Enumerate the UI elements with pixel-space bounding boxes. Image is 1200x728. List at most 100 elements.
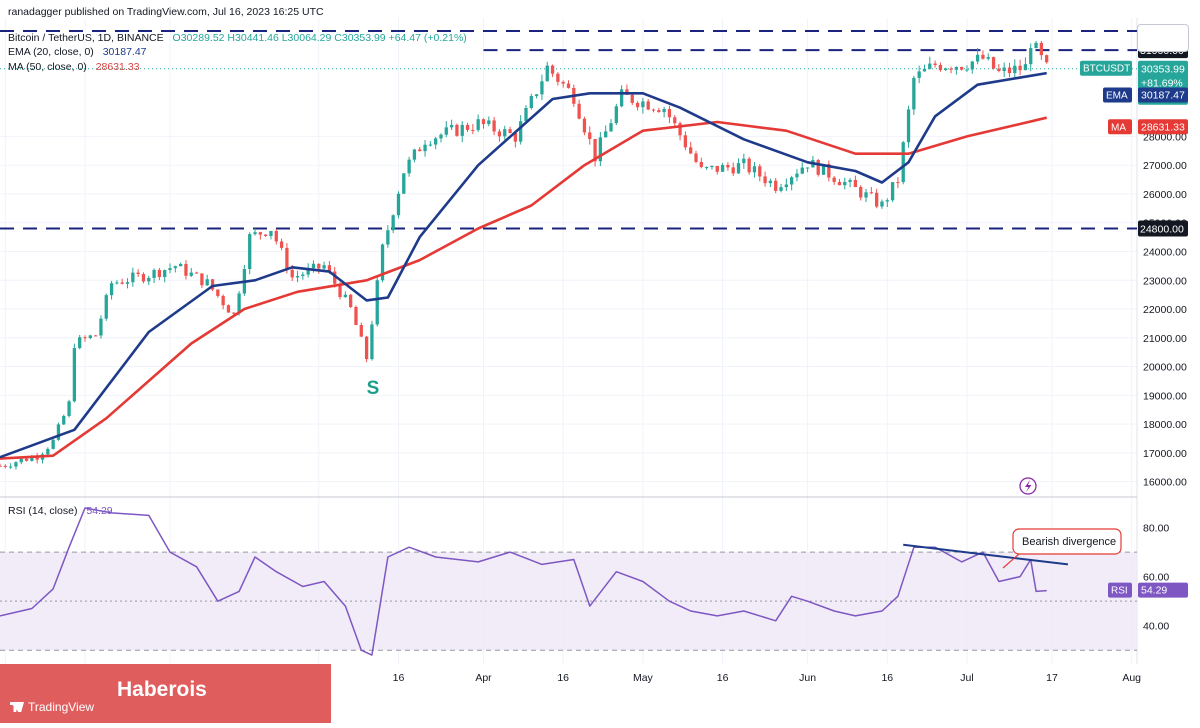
candle-body <box>109 283 114 296</box>
ma-legend[interactable]: MA (50, close, 0) 28631.33 <box>8 61 140 73</box>
candle-body <box>62 415 66 425</box>
candle-body <box>306 268 310 275</box>
price-tick-label: 27000.00 <box>1143 160 1187 172</box>
candle-body <box>790 177 794 185</box>
candle-body <box>14 462 18 467</box>
ema-tag: EMA <box>1106 91 1128 102</box>
candle-body <box>147 277 151 282</box>
candle-body <box>843 181 847 186</box>
candle-body <box>981 54 985 59</box>
candle-body <box>742 158 746 164</box>
price-tick-label: 20000.00 <box>1143 362 1187 374</box>
candle-body <box>248 234 252 270</box>
horizontal-levels <box>0 30 1137 230</box>
candle-body <box>481 119 486 125</box>
candle-body <box>163 270 167 278</box>
candle-body <box>322 265 326 269</box>
symbol-tag: BTCUSDT <box>1083 64 1130 75</box>
candle-body <box>317 263 321 269</box>
candle-body <box>274 230 278 242</box>
candle-body <box>1034 42 1038 49</box>
rsi-legend-label: RSI (14, close) <box>8 505 78 517</box>
ema-value-bg <box>1138 87 1188 103</box>
candle-body <box>715 165 719 172</box>
candle-body <box>960 67 964 70</box>
ma-legend-label: MA (50, close, 0) <box>8 61 87 73</box>
candle-body <box>354 307 358 326</box>
rsi-tick-label: 60.00 <box>1143 572 1169 584</box>
candle-body <box>83 337 87 339</box>
candle-body <box>349 294 353 308</box>
candle-body <box>545 65 549 82</box>
ma-tag-bg <box>1108 119 1132 135</box>
candle-body <box>141 274 146 282</box>
time-tick-label: 17 <box>1046 672 1058 684</box>
candle-body <box>508 129 512 133</box>
candle-body <box>673 117 677 124</box>
candle-body <box>279 241 284 248</box>
candle-body <box>906 109 911 143</box>
indicator-lines <box>0 71 1047 460</box>
candle-body <box>944 68 948 71</box>
candle-body <box>232 312 236 314</box>
candle-body <box>758 166 762 177</box>
candle-body <box>678 123 682 136</box>
candle-body <box>970 61 974 70</box>
candle-body <box>258 232 262 235</box>
candle-body <box>598 137 603 162</box>
rsi-legend[interactable]: RSI (14, close) 54.29 <box>8 505 113 517</box>
candle-body <box>72 348 77 402</box>
candle-body <box>1029 48 1033 65</box>
lightning-icon[interactable] <box>1019 477 1037 495</box>
ema20-line <box>0 71 1047 459</box>
candle-body <box>253 232 257 235</box>
candle-body <box>736 163 741 174</box>
candle-body <box>391 215 395 231</box>
candle-body <box>93 335 98 337</box>
candle-body <box>556 73 560 82</box>
candle-body <box>529 96 533 108</box>
ema-legend-value: 30187.47 <box>102 46 147 58</box>
candle-body <box>837 181 842 186</box>
ma-legend-value: 28631.33 <box>95 61 140 73</box>
candle-body <box>763 176 767 184</box>
candle-body <box>412 149 417 160</box>
scale-toggle-button[interactable] <box>1137 24 1189 52</box>
time-tick-label: 16 <box>557 672 569 684</box>
candle-body <box>800 167 804 174</box>
candle-body <box>455 124 459 136</box>
candle-body <box>604 131 608 138</box>
divergence-trendline <box>903 543 1069 566</box>
candle-body <box>933 63 937 66</box>
candle-body <box>264 234 268 236</box>
rsi-band <box>0 551 1137 651</box>
candle-body <box>178 263 183 267</box>
candle-body <box>1002 67 1006 72</box>
change-label: +81.69% <box>1141 78 1183 90</box>
candle-body <box>333 271 337 284</box>
price-tick-label: 28000.00 <box>1143 131 1187 143</box>
candle-body <box>35 456 39 460</box>
candle-body <box>503 129 507 137</box>
candle-body <box>975 54 980 62</box>
candle-body <box>471 129 475 131</box>
candle-body <box>418 149 422 152</box>
tradingview-logo[interactable]: TradingView <box>10 700 94 714</box>
candle-body <box>588 132 592 140</box>
candle-body <box>635 102 640 108</box>
candle-body <box>24 458 29 461</box>
candle-body <box>917 71 921 78</box>
candle-body <box>577 103 581 119</box>
candle-body <box>853 179 858 188</box>
candle-body <box>747 158 751 173</box>
candle-body <box>465 124 470 130</box>
candle-body <box>120 282 124 284</box>
candle-body <box>646 101 650 110</box>
ema-legend[interactable]: EMA (20, close, 0) 30187.47 <box>8 46 147 58</box>
candle-body <box>561 81 565 84</box>
candle-body <box>269 230 273 236</box>
candle-body <box>805 167 810 169</box>
candle-body <box>991 57 996 69</box>
last-price-label: 30353.99 <box>1141 64 1185 76</box>
